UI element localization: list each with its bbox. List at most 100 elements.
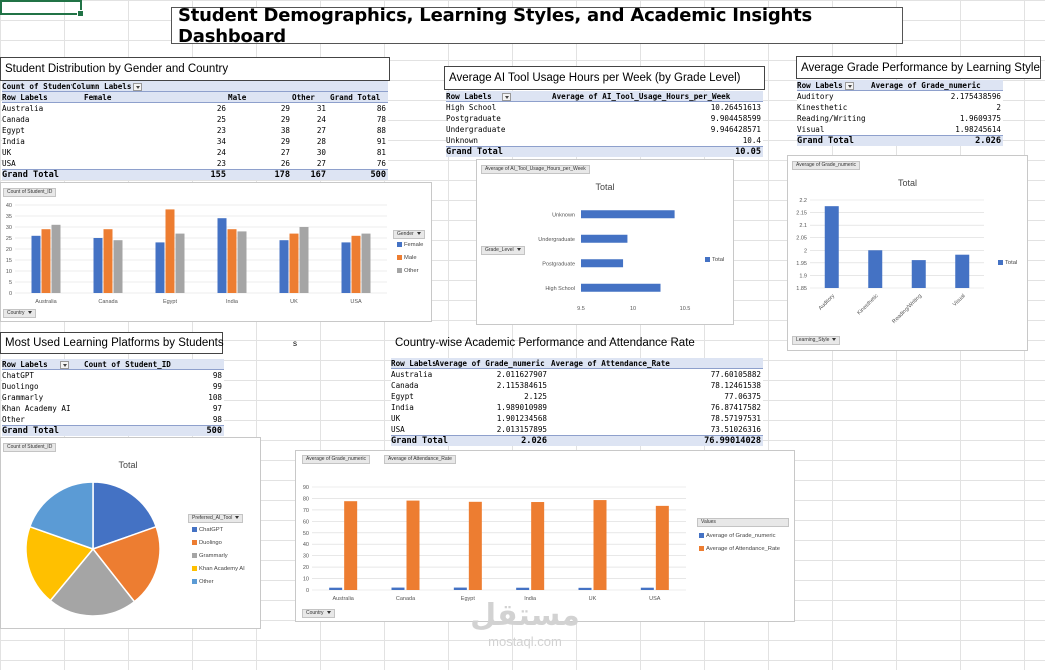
x-tick-label: Australia (332, 596, 354, 602)
gender-pivot-row[interactable]: USA 23 26 27 76 (2, 158, 388, 169)
platform-pivot-table[interactable]: Row Labels Count of Student_ID ChatGPT 98… (2, 359, 224, 436)
platform-rowlabels-header[interactable]: Row Labels (2, 359, 84, 369)
gender-pivot-row[interactable]: India 34 29 28 91 (2, 136, 388, 147)
ai-axis-field-button[interactable]: Grade_Level (481, 246, 525, 255)
ai-axis-dropdown-icon (516, 248, 521, 252)
gender-pivot-row[interactable]: Canada 25 29 24 78 (2, 114, 388, 125)
ai-chart-field-label: Average of AI_Tool_Usage_Hours_per_Week (485, 166, 586, 172)
ls-chart[interactable]: 1.85 1.9 1.95 2 2.05 2.1 2.15 2.2 Auditory Kinest… (787, 155, 1028, 351)
gender-col-filter-icon[interactable] (133, 83, 143, 91)
gender-pivot-cell: UK (2, 148, 12, 157)
gender-axis-field-button[interactable]: Country (3, 309, 36, 318)
ai-pivot-row[interactable]: High School 10.26451613 (446, 102, 763, 113)
gender-pivot-cell: 78 (376, 115, 386, 124)
platform-chart[interactable]: Count of Student_ID Total Preferred_AI_T… (0, 437, 261, 629)
platform-pivot-row[interactable]: Duolingo 99 (2, 381, 224, 392)
ai-row-filter-icon[interactable] (501, 93, 511, 101)
gender-pivot-table[interactable]: Count of Student Column Labels Row Label… (2, 81, 388, 180)
ls-pivot-total: Grand Total 2.026 (797, 135, 1003, 146)
ls-axis-field-button[interactable]: Learning_Style (792, 336, 841, 345)
platform-pivot-row[interactable]: ChatGPT 98 (2, 370, 224, 381)
legend-swatch-icon (998, 260, 1003, 265)
country-chart[interactable]: 0 10 20 30 40 50 60 70 80 90 Australia Canada Egypt I… (295, 450, 795, 622)
ai-rowlabels-header[interactable]: Row Labels (446, 91, 552, 101)
bar-other (175, 233, 185, 293)
country-pivot-cell: India (391, 403, 414, 412)
ls-total-value: 2.026 (975, 136, 1001, 146)
gender-total-label: Grand Total (2, 170, 59, 180)
country-legend-grade-label: Average of Grade_numeric (706, 533, 776, 540)
legend-swatch-icon (397, 268, 402, 273)
bar-female (341, 242, 351, 293)
gender-chart-field-button[interactable]: Count of Student_ID (3, 188, 57, 197)
ai-pivot-total: Grand Total 10.05 (446, 146, 763, 157)
ls-pivot-cell: Auditory (797, 92, 834, 101)
gender-pivot-row[interactable]: Egypt 23 38 27 88 (2, 125, 388, 136)
platform-legend-field-button[interactable]: Preferred_AI_Tool (188, 514, 244, 523)
ls-pivot-row[interactable]: Auditory 2.175438596 (797, 91, 1003, 102)
ls-pivot-row[interactable]: Reading/Writing 1.9609375 (797, 113, 1003, 124)
ai-total-label: Grand Total (446, 147, 503, 157)
platform-legend-chatgpt-label: ChatGPT (199, 527, 224, 534)
ls-pivot-rows: Auditory 2.175438596 Kinesthetic 2 Reading/W… (797, 91, 1003, 135)
platform-pivot-row[interactable]: Other 98 (2, 414, 224, 425)
bar-attendance (344, 501, 358, 590)
country-total-grade: 2.026 (521, 436, 547, 446)
platform-total-label: Grand Total (2, 426, 59, 436)
country-axis-field-button[interactable]: Country (302, 609, 335, 618)
pie-slice-other (28, 481, 94, 551)
ls-row-filter-icon[interactable] (844, 82, 854, 90)
platform-chart-field-button[interactable]: Count of Student_ID (3, 443, 57, 452)
gender-legend-field-button[interactable]: Gender (393, 230, 425, 239)
platform-row-filter-icon[interactable] (59, 361, 69, 369)
country-pivot-table[interactable]: Row Labels Average of Grade_numeric Aver… (391, 358, 763, 446)
gender-pivot-cell: 29 (280, 104, 290, 113)
country-pivot-row[interactable]: UK 1.901234568 78.57197531 (391, 413, 763, 424)
ai-pivot-row[interactable]: Undergraduate 9.946428571 (446, 124, 763, 135)
platform-value-header: Count of Student_ID (84, 360, 171, 369)
country-pivot-row[interactable]: USA 2.013157895 73.51026316 (391, 424, 763, 435)
ai-pivot-row[interactable]: Postgraduate 9.904458599 (446, 113, 763, 124)
gender-pivot-row[interactable]: UK 24 27 30 81 (2, 147, 388, 158)
country-axis-field-label: Country (306, 610, 324, 616)
y-tick-label: 15 (6, 258, 12, 264)
gender-chart[interactable]: 0 5 10 15 20 25 30 35 40 Australia Canada Egypt Indi… (0, 182, 432, 322)
country-chart-field-button-2[interactable]: Average of Attendance_Rate (384, 455, 456, 464)
platform-pivot-row[interactable]: Grammarly 108 (2, 392, 224, 403)
gender-pivot-row[interactable]: Australia 26 29 31 86 (2, 103, 388, 114)
watermark-latin: mostaql.com (488, 634, 562, 649)
ls-pivot-row[interactable]: Kinesthetic 2 (797, 102, 1003, 113)
country-legend-field-button[interactable]: Values (697, 518, 789, 527)
ls-rowlabels-header[interactable]: Row Labels (797, 80, 871, 90)
bar-total (581, 234, 628, 243)
country-pivot-row[interactable]: India 1.989010989 76.87417582 (391, 402, 763, 413)
platform-legend-grammarly: Grammarly (192, 553, 228, 559)
country-rowlabels-header[interactable]: Row Labels (391, 358, 435, 368)
ai-chart[interactable]: Unknown Undergraduate Postgraduate High Sch… (476, 159, 734, 325)
x-tick-label: 9.5 (577, 306, 585, 312)
y-tick-label: 1.85 (796, 286, 807, 292)
ai-pivot-row[interactable]: Unknown 10.4 (446, 135, 763, 146)
ls-pivot-row[interactable]: Visual 1.98245614 (797, 124, 1003, 135)
gender-header-columns[interactable]: Column Labels (72, 81, 152, 91)
ai-pivot-table[interactable]: Row Labels Average of AI_Tool_Usage_Hour… (446, 91, 763, 157)
country-total-label: Grand Total (391, 436, 448, 446)
platform-pivot-row[interactable]: Khan Academy AI 97 (2, 403, 224, 414)
bar-total (581, 210, 675, 219)
gender-rowlabels-header[interactable]: Row Labels (2, 92, 84, 102)
ai-chart-field-button[interactable]: Average of AI_Tool_Usage_Hours_per_Week (481, 165, 590, 174)
country-pivot-row[interactable]: Egypt 2.125 77.06375 (391, 391, 763, 402)
country-chart-field-button-1[interactable]: Average of Grade_numeric (302, 455, 370, 464)
country-legend-field-label: Values (701, 519, 716, 525)
country-pivot-row[interactable]: Canada 2.115384615 78.12461538 (391, 380, 763, 391)
bar-grade (329, 587, 343, 590)
platform-section-title: Most Used Learning Platforms by Students (0, 332, 224, 354)
country-pivot-row[interactable]: Australia 2.011627907 77.60105882 (391, 369, 763, 380)
y-tick-label: 40 (303, 542, 309, 548)
selected-cell[interactable] (0, 0, 84, 17)
bar-male (351, 235, 361, 293)
ls-chart-field-button[interactable]: Average of Grade_numeric (792, 161, 860, 170)
bar-female (93, 238, 103, 293)
ls-pivot-table[interactable]: Row Labels Average of Grade_numeric Audi… (797, 80, 1003, 146)
legend-swatch-icon (705, 257, 710, 262)
